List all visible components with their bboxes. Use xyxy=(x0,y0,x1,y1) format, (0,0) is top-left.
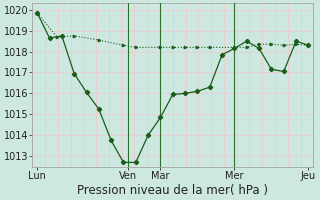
X-axis label: Pression niveau de la mer( hPa ): Pression niveau de la mer( hPa ) xyxy=(77,184,268,197)
